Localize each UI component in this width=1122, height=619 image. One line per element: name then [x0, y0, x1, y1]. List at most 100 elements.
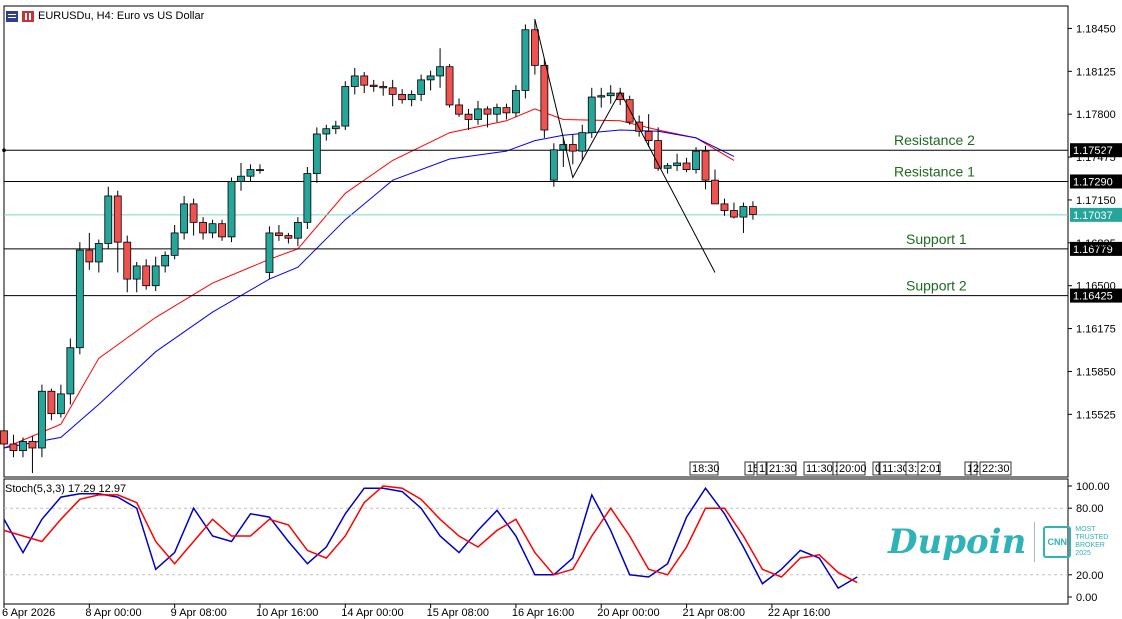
candle-body[interactable] [19, 440, 27, 452]
zigzag-trendline[interactable] [534, 19, 716, 273]
candle-body[interactable] [474, 108, 482, 120]
candle-body[interactable] [502, 107, 511, 114]
candle-body[interactable] [256, 169, 264, 171]
stochastic-panel-border [3, 478, 1069, 605]
candle-body[interactable] [512, 90, 520, 114]
candle-body[interactable] [379, 86, 388, 89]
candle-body[interactable] [597, 95, 606, 98]
candle-body[interactable] [701, 150, 710, 181]
candle-body[interactable] [455, 104, 463, 115]
candle-body[interactable] [606, 92, 615, 97]
candle-body[interactable] [189, 203, 198, 223]
candlesticks[interactable] [0, 19, 757, 474]
candle-body[interactable] [350, 75, 359, 87]
candle-body[interactable] [66, 347, 75, 395]
candle-body[interactable] [312, 133, 321, 174]
candle-body[interactable] [436, 66, 444, 77]
candle-body[interactable] [398, 93, 407, 101]
candle-body[interactable] [559, 144, 568, 151]
stochastic-tick-label: 100.00 [1076, 481, 1110, 493]
candle-body[interactable] [227, 181, 236, 238]
candle-body[interactable] [199, 221, 207, 234]
zigzag-line[interactable] [534, 19, 716, 273]
stochastic-tick-label: 0.00 [1076, 592, 1097, 604]
candle-body[interactable] [445, 66, 454, 106]
time-tick-label: 22 Apr 16:00 [768, 607, 830, 619]
candle-body[interactable] [237, 175, 245, 182]
candle-body[interactable] [170, 232, 179, 256]
candle-body[interactable] [113, 195, 122, 243]
candle-body[interactable] [284, 235, 293, 239]
candle-body[interactable] [85, 249, 94, 263]
candle-body[interactable] [94, 243, 103, 263]
candle-body[interactable] [180, 203, 189, 234]
candle-body[interactable] [132, 265, 141, 280]
candle-body[interactable] [578, 132, 587, 152]
candle-body[interactable] [161, 254, 170, 267]
candle-body[interactable] [331, 125, 340, 130]
time-marker-box [836, 461, 866, 476]
candle-body[interactable] [692, 150, 700, 170]
stochastic-tick-label: 20.00 [1076, 570, 1104, 582]
level-price-tag [1070, 288, 1122, 303]
candle-body[interactable] [530, 29, 539, 66]
candle-body[interactable] [104, 195, 113, 244]
candle-body[interactable] [56, 393, 65, 415]
candle-body[interactable] [730, 210, 738, 218]
candle-body[interactable] [663, 165, 672, 169]
candle-body[interactable] [673, 162, 681, 167]
candle-body[interactable] [426, 75, 435, 81]
candle-body[interactable] [635, 121, 644, 132]
time-marker-label: 21:30 [769, 463, 797, 475]
candle-body[interactable] [265, 232, 274, 273]
candle-body[interactable] [218, 223, 226, 238]
candle-body[interactable] [38, 390, 46, 449]
candle-body[interactable] [0, 430, 8, 445]
level-name-label: Resistance 2 [894, 132, 975, 148]
candle-body[interactable] [540, 64, 549, 131]
candle-body[interactable] [739, 206, 748, 218]
candle-body[interactable] [28, 440, 37, 449]
chart-type-icon[interactable] [22, 10, 34, 22]
candle-body[interactable] [587, 96, 596, 134]
candle-body[interactable] [275, 232, 283, 236]
candle-body[interactable] [493, 107, 501, 115]
candle-body[interactable] [322, 128, 331, 135]
candle-body[interactable] [123, 241, 132, 280]
candle-body[interactable] [568, 144, 577, 152]
candle-body[interactable] [246, 169, 255, 177]
candle-body[interactable] [303, 173, 312, 223]
time-tick-label: 6 Apr 2026 [2, 607, 55, 619]
candle-body[interactable] [417, 79, 426, 95]
candle-body[interactable] [549, 149, 558, 181]
time-tick-label: 20 Apr 00:00 [597, 607, 659, 619]
candle-body[interactable] [47, 390, 56, 415]
candle-body[interactable] [464, 113, 473, 120]
candle-body[interactable] [208, 223, 217, 234]
current-price-tag [1070, 207, 1122, 222]
symbol-list-icon[interactable] [6, 10, 18, 22]
candle-body[interactable] [369, 84, 378, 87]
candle-body[interactable] [749, 206, 757, 215]
candle-body[interactable] [483, 108, 492, 115]
candle-body[interactable] [616, 92, 625, 101]
candle-body[interactable] [654, 140, 663, 169]
candle-body[interactable] [711, 179, 719, 205]
watermark-divider [1034, 522, 1036, 562]
ma-fast-line [3, 108, 735, 449]
candle-body[interactable] [407, 93, 416, 101]
candle-body[interactable] [521, 29, 530, 91]
support-resistance-levels[interactable]: Resistance 2 1.17527 Resistance 1 1.17290 Su… [2, 132, 1122, 303]
candle-body[interactable] [720, 203, 729, 211]
candle-body[interactable] [293, 221, 302, 239]
candle-body[interactable] [9, 443, 18, 452]
candle-body[interactable] [142, 265, 151, 287]
candle-body[interactable] [682, 162, 691, 170]
candle-body[interactable] [151, 265, 160, 287]
candle-body[interactable] [341, 86, 350, 127]
candle-body[interactable] [360, 75, 369, 86]
candle-body[interactable] [75, 249, 84, 349]
candle-body[interactable] [388, 87, 397, 95]
candle-body[interactable] [644, 130, 653, 141]
